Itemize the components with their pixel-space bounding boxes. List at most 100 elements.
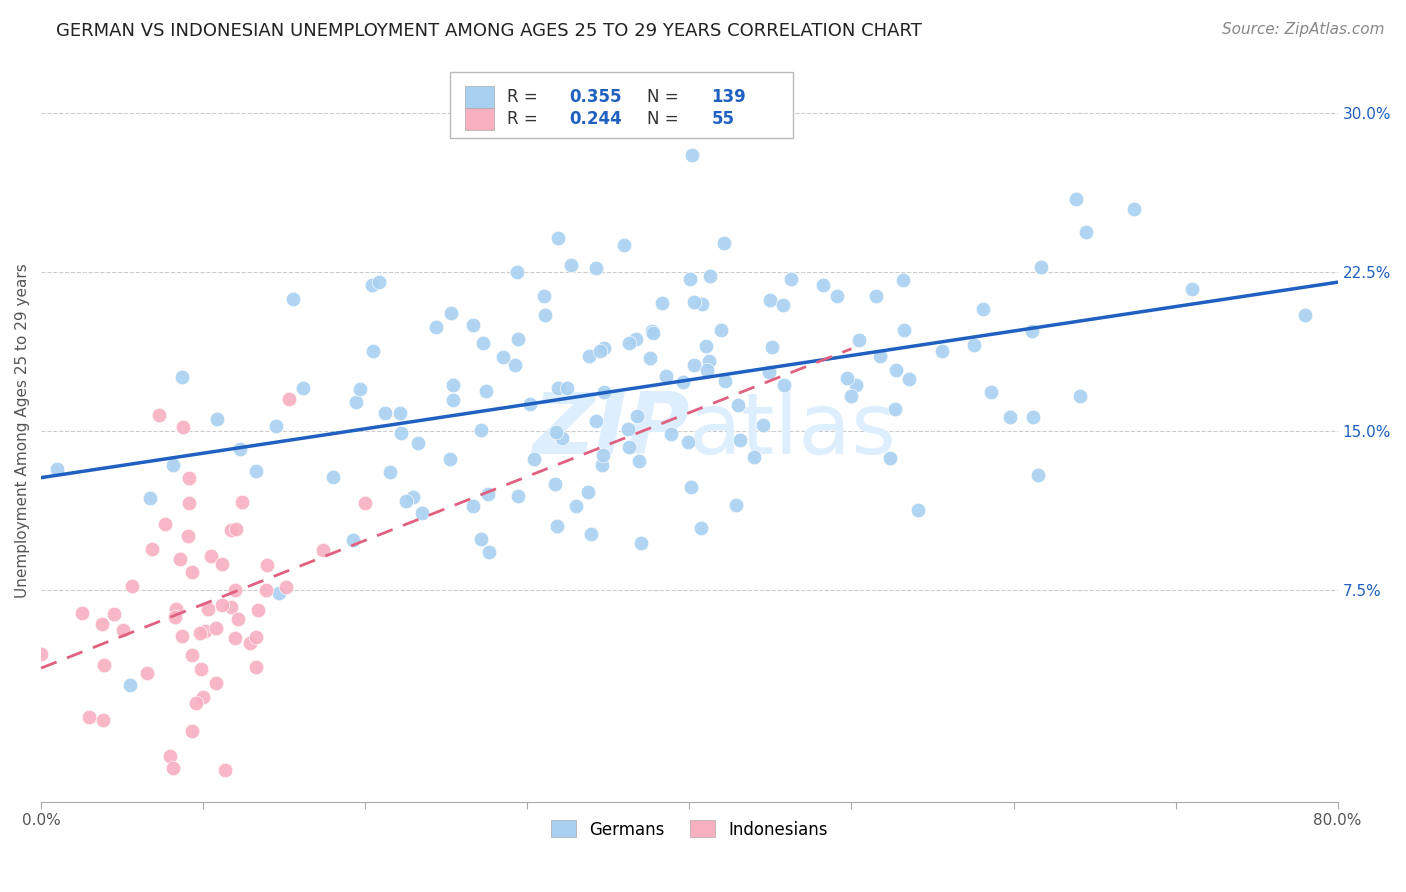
Point — [346, 394, 368, 409]
Point — [547, 380, 569, 394]
Point — [354, 496, 377, 510]
Point — [247, 603, 270, 617]
Point — [533, 289, 555, 303]
Point — [159, 749, 181, 764]
Point — [962, 338, 984, 352]
Point — [245, 630, 267, 644]
Text: ZIP: ZIP — [531, 389, 689, 472]
Point — [638, 351, 661, 366]
Point — [184, 696, 207, 710]
Point — [204, 675, 226, 690]
Point — [111, 624, 134, 638]
Point — [869, 349, 891, 363]
Point — [551, 432, 574, 446]
Point — [681, 148, 703, 162]
Point — [169, 552, 191, 566]
Point — [617, 421, 640, 435]
Point — [659, 426, 682, 441]
Point — [205, 621, 228, 635]
Point — [361, 278, 384, 293]
Point — [472, 336, 495, 351]
Point — [181, 565, 204, 579]
Point — [197, 602, 219, 616]
Point — [179, 496, 201, 510]
Point — [679, 480, 702, 494]
Text: GERMAN VS INDONESIAN UNEMPLOYMENT AMONG AGES 25 TO 29 YEARS CORRELATION CHART: GERMAN VS INDONESIAN UNEMPLOYMENT AMONG … — [56, 22, 922, 40]
Point — [440, 306, 463, 320]
Point — [1021, 324, 1043, 338]
Point — [470, 423, 492, 437]
Point — [585, 414, 607, 428]
Point — [682, 358, 704, 372]
Text: R =: R = — [506, 88, 543, 106]
Point — [139, 491, 162, 505]
Point — [245, 464, 267, 478]
Point — [534, 308, 557, 322]
Point — [772, 298, 794, 312]
Point — [592, 448, 614, 462]
Point — [713, 235, 735, 250]
Point — [690, 296, 713, 310]
Point — [897, 372, 920, 386]
Point — [361, 343, 384, 358]
Point — [181, 724, 204, 739]
Point — [1029, 260, 1052, 274]
Point — [177, 529, 200, 543]
Point — [162, 458, 184, 472]
Point — [593, 341, 616, 355]
Point — [170, 369, 193, 384]
FancyBboxPatch shape — [465, 86, 494, 108]
Point — [893, 323, 915, 337]
Point — [891, 273, 914, 287]
Point — [519, 396, 541, 410]
Point — [374, 406, 396, 420]
Text: Source: ZipAtlas.com: Source: ZipAtlas.com — [1222, 22, 1385, 37]
Point — [1181, 282, 1204, 296]
Point — [547, 231, 569, 245]
Point — [380, 465, 402, 479]
Point — [695, 339, 717, 353]
Point — [238, 635, 260, 649]
Point — [1294, 308, 1316, 322]
Point — [470, 532, 492, 546]
Point — [389, 425, 412, 440]
Text: R =: R = — [506, 111, 543, 128]
Point — [779, 272, 801, 286]
Point — [506, 490, 529, 504]
Point — [177, 471, 200, 485]
Point — [439, 451, 461, 466]
Point — [758, 365, 780, 379]
Point — [931, 344, 953, 359]
Point — [546, 519, 568, 533]
Point — [564, 499, 586, 513]
Point — [619, 440, 641, 454]
Point — [579, 527, 602, 541]
Point — [477, 487, 499, 501]
Point — [1074, 225, 1097, 239]
Point — [1022, 409, 1045, 424]
Point — [560, 258, 582, 272]
Point — [1069, 389, 1091, 403]
Point — [402, 490, 425, 504]
Point — [503, 358, 526, 372]
Point — [546, 425, 568, 439]
Point — [277, 392, 299, 406]
Point — [825, 289, 848, 303]
Point — [592, 384, 614, 399]
Point — [728, 433, 751, 447]
FancyBboxPatch shape — [465, 108, 494, 130]
Point — [679, 272, 702, 286]
Point — [368, 275, 391, 289]
Point — [281, 292, 304, 306]
Point — [395, 493, 418, 508]
Point — [651, 296, 673, 310]
Point — [690, 520, 713, 534]
Point — [118, 678, 141, 692]
Point — [752, 417, 775, 432]
FancyBboxPatch shape — [450, 72, 793, 137]
Point — [613, 238, 636, 252]
Point — [761, 340, 783, 354]
Text: atlas: atlas — [689, 389, 897, 472]
Point — [172, 420, 194, 434]
Point — [224, 582, 246, 597]
